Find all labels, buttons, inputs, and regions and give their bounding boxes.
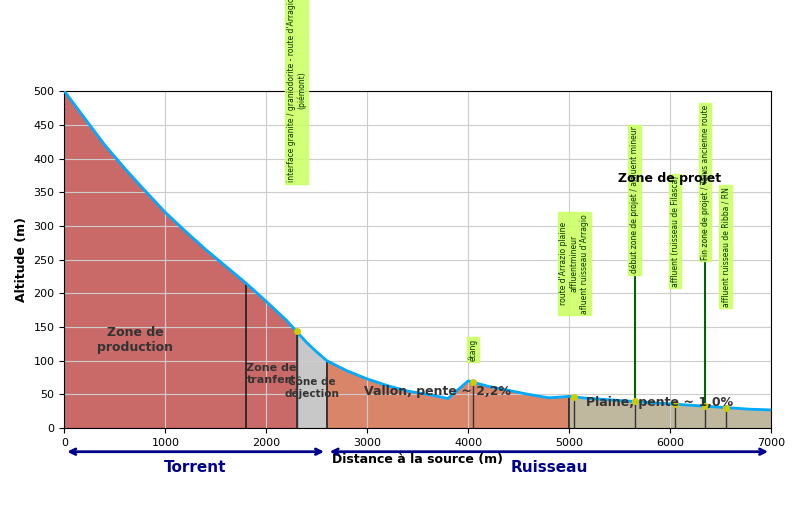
Text: Zone de
production: Zone de production (97, 326, 173, 354)
Text: affluent (ruisseau de Filasca): affluent (ruisseau de Filasca) (670, 175, 679, 287)
Polygon shape (569, 396, 771, 428)
Y-axis label: Altitude (m): Altitude (m) (15, 217, 28, 302)
Polygon shape (327, 361, 569, 428)
Text: Torrent: Torrent (164, 460, 227, 475)
Text: Fin zone de projet / Talus ancienne route: Fin zone de projet / Talus ancienne rout… (701, 104, 710, 259)
Text: affluent ruisseau de Ribba / RN: affluent ruisseau de Ribba / RN (721, 187, 730, 307)
X-axis label: Distance à la source (m): Distance à la source (m) (332, 454, 503, 466)
Text: Vallon, pente ~ 2,2%: Vallon, pente ~ 2,2% (364, 385, 511, 398)
Text: interface granite / graniodorite - route d'Arragio
(piémont): interface granite / graniodorite - route… (286, 0, 306, 182)
Text: début zone de projet / affluent mineur: début zone de projet / affluent mineur (630, 126, 639, 273)
Polygon shape (297, 331, 327, 428)
Polygon shape (65, 91, 246, 428)
Text: route d'Arrazio plaine
affluentmineur
afluent ruisseau d'Arragio: route d'Arrazio plaine affluentmineur af… (559, 214, 589, 314)
Text: étang: étang (469, 338, 478, 361)
Text: Ruisseau: Ruisseau (510, 460, 587, 475)
Text: Zone de
tranfert: Zone de tranfert (246, 363, 297, 385)
Text: Zone de projet: Zone de projet (618, 172, 722, 185)
Text: Plaine, pente ~ 1,0%: Plaine, pente ~ 1,0% (586, 396, 734, 409)
Text: Cône de
déjection: Cône de déjection (284, 376, 339, 399)
Polygon shape (246, 283, 297, 428)
